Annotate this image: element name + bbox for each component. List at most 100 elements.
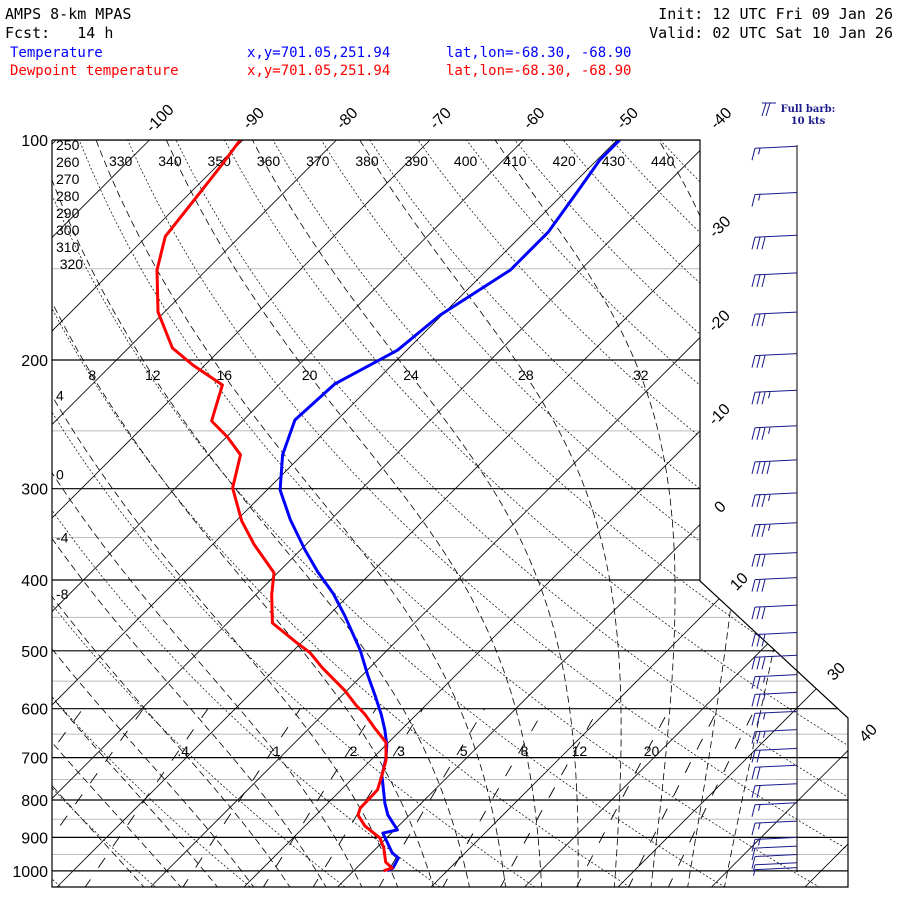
pressure-label: 300 (21, 482, 48, 499)
barb-feather (751, 694, 756, 707)
barb-feather (751, 237, 756, 250)
barb-half-feather (758, 804, 761, 811)
wind-barb (751, 802, 798, 817)
pressure-label: 900 (21, 830, 48, 847)
barb-staff (754, 552, 798, 556)
moist-adiabat (658, 140, 744, 887)
dry-adiabat (52, 140, 349, 887)
mixing-ratio-line (575, 708, 670, 887)
dry-adiabat (52, 140, 539, 887)
isotherm-label: -30 (706, 213, 734, 241)
dry-adiabat-label: 290 (56, 205, 80, 221)
barb-feather (751, 579, 756, 592)
legend-label: Dewpoint temperature (10, 63, 179, 79)
barb-feather (761, 392, 766, 405)
barb-feather (761, 427, 766, 440)
wind-barb (751, 353, 798, 368)
isotherm (52, 140, 167, 887)
moist-adiabat (52, 140, 400, 887)
barb-staff (754, 234, 798, 238)
isotherm (708, 140, 848, 887)
barb-feather (756, 355, 761, 368)
background-grid (52, 140, 848, 887)
moist-adiabat-label: 16 (217, 367, 233, 383)
barb-feather (751, 767, 756, 780)
dry-adiabat (514, 140, 848, 887)
dry-adiabat-label: 400 (454, 153, 478, 169)
moist-adiabat (52, 140, 328, 887)
pressure-label: 600 (21, 702, 48, 719)
moist-adiabat (165, 140, 543, 887)
isotherm (428, 140, 848, 887)
moist-adiabat (359, 140, 622, 887)
barb-key-value: 10 kts (791, 116, 826, 127)
dry-adiabat-label: 440 (651, 153, 675, 169)
mixing-ratio-label: .4 (177, 743, 189, 759)
isotherm-label: 40 (856, 721, 881, 746)
barb-feather (756, 274, 761, 288)
dry-adiabat-label: 360 (257, 153, 281, 169)
barb-feather (756, 676, 761, 689)
isotherm-label: -50 (614, 105, 642, 133)
barb-feather (751, 839, 756, 852)
barb-staff (754, 459, 798, 463)
dry-adiabat (175, 140, 848, 887)
barb-feather (761, 274, 766, 288)
pressure-label: 700 (21, 751, 48, 768)
wind-barb (751, 632, 798, 647)
isotherm-label: -80 (333, 105, 361, 133)
barb-feather (751, 274, 756, 288)
dry-adiabat (659, 140, 848, 887)
dry-adiabat-label: 320 (60, 256, 84, 272)
barb-feather (761, 554, 766, 567)
barb-staff (754, 783, 798, 787)
wind-barb (751, 654, 798, 670)
isotherm-label: -90 (240, 105, 268, 133)
moist-adiabat-label: 24 (403, 367, 419, 383)
moist-adiabat (52, 140, 435, 887)
pressure-label: 800 (21, 793, 48, 810)
barb-staff (754, 845, 798, 849)
dry-adiabat-label: 260 (56, 154, 80, 170)
wind-barb (751, 764, 798, 780)
barb-feather (761, 494, 766, 508)
moist-adiabat (52, 140, 184, 887)
dry-adiabat (78, 140, 824, 887)
wind-barb (751, 674, 798, 689)
barb-feather (756, 750, 761, 763)
dry-adiabat-label: 390 (405, 153, 429, 169)
mixing-ratio-label: 8 (521, 743, 529, 759)
barb-half-feather (763, 694, 766, 701)
wind-barb (751, 272, 798, 288)
barb-half-feather (758, 148, 761, 155)
mixing-ratio-label: 12 (572, 743, 588, 759)
dry-adiabat (417, 140, 848, 887)
dry-adiabat-label: 430 (602, 153, 626, 169)
mixing-ratio-line (377, 708, 486, 887)
wind-barb (751, 145, 798, 161)
wind-barb (751, 854, 798, 869)
isotherm-label: -20 (705, 307, 733, 335)
dry-adiabat (224, 140, 848, 887)
barb-feather (761, 657, 766, 670)
dry-adiabat-label: 330 (109, 153, 133, 169)
barb-staff (754, 604, 798, 608)
isotherm (615, 140, 848, 887)
barb-feather (751, 713, 756, 726)
isotherm-label: 10 (727, 570, 752, 595)
barb-feather (756, 461, 761, 475)
barb-staff (754, 674, 798, 678)
barb-feather (756, 694, 761, 707)
barb-feather (751, 856, 756, 869)
isotherm (334, 140, 848, 887)
mixing-ratio-line (311, 708, 424, 887)
plot-border (51, 139, 849, 888)
barb-staff (754, 836, 798, 840)
barb-feather (751, 804, 756, 817)
barb-staff (754, 192, 798, 196)
moist-adiabat (494, 140, 676, 887)
moist-adiabat (252, 140, 579, 887)
moist-adiabat-label: 4 (56, 387, 64, 403)
isotherm (521, 140, 848, 887)
